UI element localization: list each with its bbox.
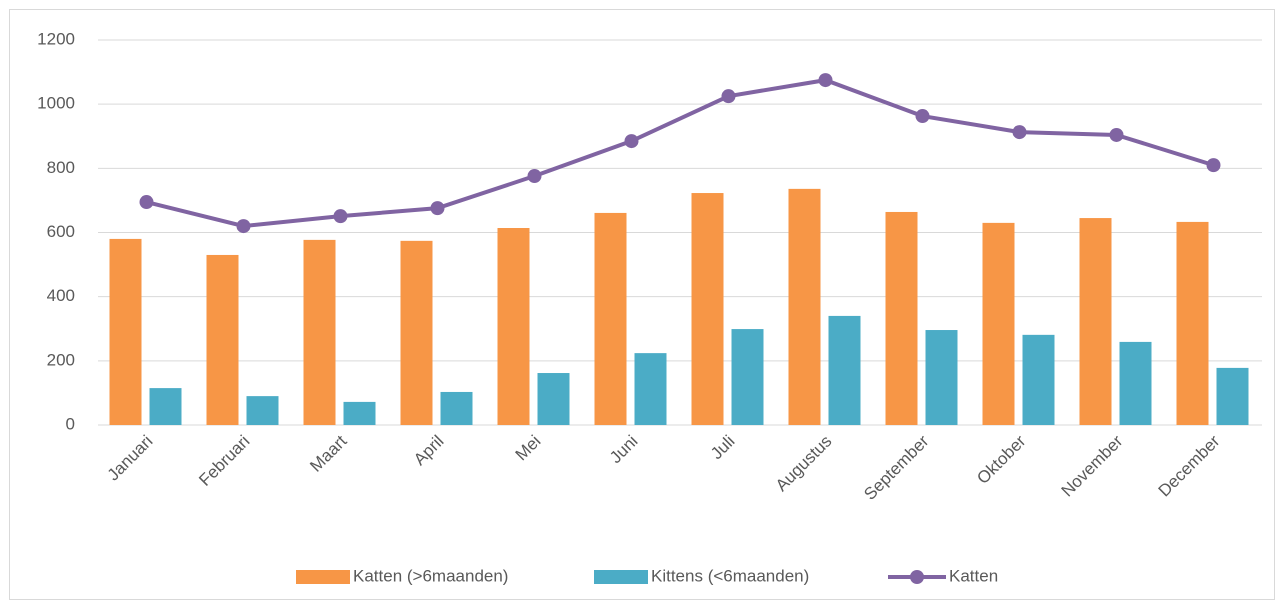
- bar: [828, 315, 861, 425]
- line-marker: [333, 209, 348, 224]
- bar: [1216, 367, 1249, 425]
- y-tick-label: 1000: [37, 94, 75, 113]
- legend-label: Katten: [949, 566, 998, 585]
- line-marker: [1109, 127, 1124, 142]
- line-marker: [1012, 125, 1027, 140]
- bar: [149, 388, 182, 425]
- legend-label: Katten (>6maanden): [353, 566, 508, 585]
- bar: [594, 212, 627, 425]
- line-marker: [430, 201, 445, 216]
- line-marker: [624, 134, 639, 149]
- line-marker: [1206, 158, 1221, 173]
- line-marker: [139, 195, 154, 210]
- line-marker: [818, 73, 833, 88]
- y-tick-label: 200: [47, 350, 75, 369]
- bar: [731, 329, 764, 425]
- bar: [634, 353, 667, 425]
- line-marker: [915, 109, 930, 124]
- line-marker: [236, 219, 251, 234]
- y-tick-label: 0: [66, 414, 75, 433]
- bar: [246, 396, 279, 425]
- bar: [206, 254, 239, 425]
- bar: [303, 239, 336, 425]
- bar: [537, 373, 570, 425]
- bar: [1119, 341, 1152, 425]
- y-tick-label: 800: [47, 158, 75, 177]
- bar: [691, 193, 724, 425]
- bar: [400, 240, 433, 425]
- bar: [497, 228, 530, 425]
- y-tick-label: 600: [47, 222, 75, 241]
- line: [146, 78, 1215, 229]
- line-marker: [721, 89, 736, 104]
- y-tick-label: 400: [47, 286, 75, 305]
- bar: [109, 238, 142, 425]
- bar: [925, 330, 958, 425]
- line-marker: [527, 169, 542, 184]
- bar: [788, 188, 821, 425]
- bar: [1176, 221, 1209, 425]
- bar: [885, 211, 918, 425]
- legend-swatch-marker: [910, 570, 924, 584]
- legend-label: Kittens (<6maanden): [651, 566, 809, 585]
- legend-swatch: [594, 570, 648, 584]
- y-tick-label: 1200: [37, 29, 75, 48]
- bar: [982, 222, 1015, 425]
- bar: [440, 391, 473, 425]
- legend-swatch: [296, 570, 350, 584]
- bar: [1079, 218, 1112, 425]
- bar: [1022, 334, 1055, 425]
- bar: [343, 401, 376, 425]
